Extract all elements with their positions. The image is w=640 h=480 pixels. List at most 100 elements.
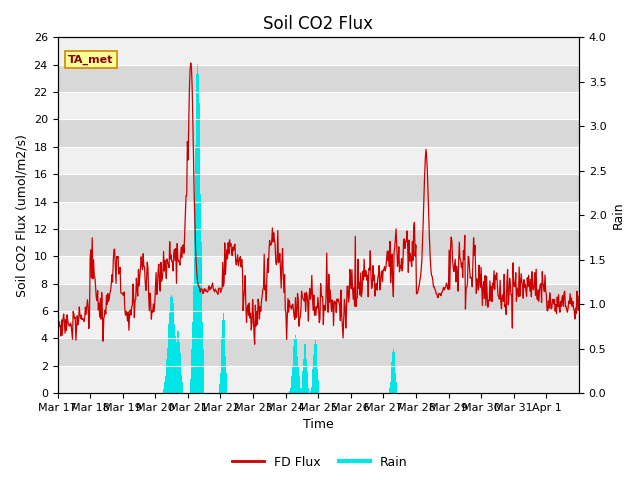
Bar [295, 336, 296, 393]
Bar [317, 380, 319, 393]
Bar [198, 74, 199, 393]
Bar [224, 336, 225, 393]
Bar [317, 369, 318, 393]
Bar [58, 147, 579, 174]
Bar [223, 313, 224, 393]
Bar [294, 346, 295, 393]
Bar [226, 384, 227, 393]
Y-axis label: Rain: Rain [612, 202, 625, 229]
Bar [392, 352, 394, 393]
Bar [170, 303, 171, 393]
Bar [194, 193, 195, 393]
Bar [225, 373, 227, 393]
Bar [58, 202, 579, 229]
Text: TA_met: TA_met [68, 54, 113, 64]
Bar [390, 373, 392, 393]
Bar [193, 286, 194, 393]
Bar [174, 324, 175, 393]
Bar [305, 348, 307, 393]
Bar [312, 369, 314, 393]
Bar [312, 380, 313, 393]
Bar [392, 362, 393, 393]
Bar [198, 103, 200, 393]
Bar [180, 375, 182, 393]
Bar [177, 331, 179, 393]
Bar [167, 348, 168, 393]
Bar [221, 336, 223, 393]
Bar [314, 340, 316, 393]
Bar [318, 387, 319, 393]
Bar [291, 383, 292, 393]
Bar [201, 286, 202, 393]
Bar [190, 379, 191, 393]
Bar [193, 242, 195, 393]
Bar [220, 373, 221, 393]
Bar [395, 373, 396, 393]
Bar [169, 312, 170, 393]
Bar [58, 366, 579, 393]
Bar [179, 342, 180, 393]
Bar [177, 334, 178, 393]
Bar [297, 356, 298, 393]
Bar [58, 120, 579, 147]
Bar [202, 348, 204, 393]
Bar [314, 344, 315, 393]
Bar [173, 312, 175, 393]
Bar [394, 362, 396, 393]
Bar [200, 242, 202, 393]
Bar [396, 388, 397, 393]
Bar [58, 311, 579, 338]
Bar [165, 376, 166, 393]
Bar [172, 303, 173, 393]
Bar [316, 344, 317, 393]
Bar [172, 298, 173, 393]
Legend: FD Flux, Rain: FD Flux, Rain [227, 451, 413, 474]
Bar [313, 355, 314, 393]
Bar [164, 382, 166, 393]
Bar [58, 37, 579, 65]
Bar [388, 391, 390, 393]
X-axis label: Time: Time [303, 419, 333, 432]
Bar [199, 144, 200, 393]
Bar [311, 387, 312, 393]
Bar [396, 382, 397, 393]
Bar [171, 295, 172, 393]
Bar [393, 348, 394, 393]
Bar [192, 322, 193, 393]
Bar [294, 338, 296, 393]
Bar [58, 65, 579, 92]
Bar [182, 387, 183, 393]
Bar [202, 322, 203, 393]
Bar [181, 383, 182, 393]
Bar [58, 92, 579, 120]
Bar [166, 360, 168, 393]
Bar [191, 348, 193, 393]
Bar [219, 390, 220, 393]
Bar [179, 353, 180, 393]
Bar [58, 256, 579, 284]
Bar [163, 389, 164, 393]
Bar [301, 381, 303, 393]
Bar [58, 229, 579, 256]
Bar [220, 384, 221, 393]
Bar [58, 284, 579, 311]
Bar [289, 391, 291, 393]
Bar [307, 381, 308, 393]
Bar [310, 391, 312, 393]
Bar [175, 348, 177, 393]
Bar [203, 367, 204, 393]
Bar [303, 348, 305, 393]
Title: Soil CO2 Flux: Soil CO2 Flux [263, 15, 373, 33]
Bar [316, 355, 317, 393]
Bar [300, 391, 301, 393]
Bar [292, 356, 294, 393]
Bar [170, 298, 172, 393]
Bar [196, 74, 198, 393]
Bar [307, 371, 308, 393]
Bar [225, 357, 226, 393]
Bar [178, 334, 179, 393]
Y-axis label: Soil CO2 Flux (umol/m2/s): Soil CO2 Flux (umol/m2/s) [15, 134, 28, 297]
Bar [301, 387, 302, 393]
Bar [175, 336, 176, 393]
Bar [223, 320, 225, 393]
